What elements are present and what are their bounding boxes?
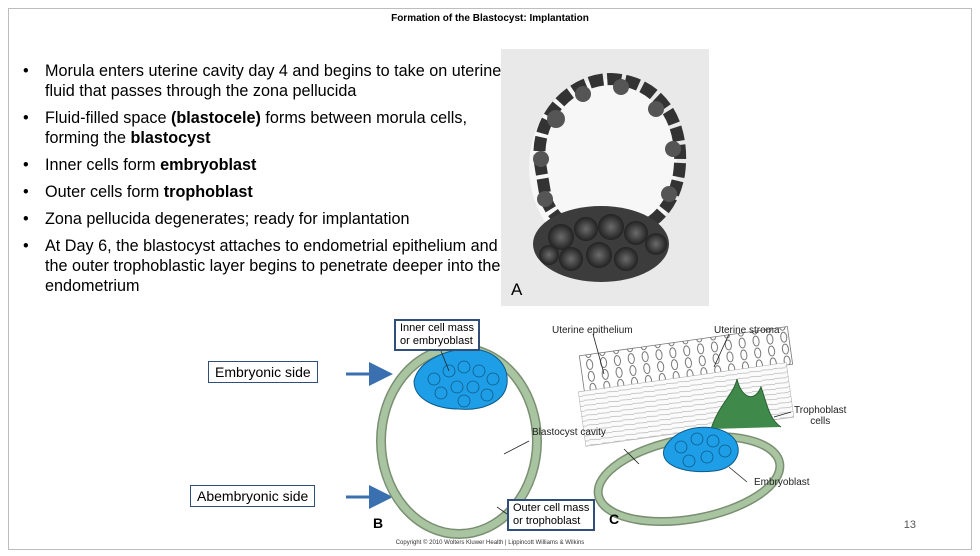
bullet-bold-text: (blastocele) — [170, 109, 261, 127]
bullet-item: Zona pellucida degenerates; ready for im… — [23, 209, 505, 229]
inner-cell-mass-callout: Inner cell mass or embryoblast — [394, 319, 480, 351]
page-number: 13 — [903, 519, 916, 531]
micrograph-image — [501, 49, 709, 306]
bullet-bold-text: embryoblast — [160, 156, 257, 174]
figure-letter-c: C — [609, 511, 620, 527]
bullet-item: Fluid-filled space (blastocele) forms be… — [23, 108, 505, 148]
bullet-text: Fluid-filled space — [45, 109, 171, 127]
embryonic-side-label: Embryonic side — [208, 361, 318, 383]
trophoblast-cells-label: Trophoblast cells — [794, 405, 847, 427]
copyright-text: Copyright © 2010 Wolters Kluwer Health |… — [395, 540, 585, 546]
abembryonic-side-label: Abembryonic side — [190, 485, 316, 507]
figure-letter-b: B — [373, 515, 384, 531]
bullet-text: Outer cells form — [45, 183, 164, 201]
outer-cell-mass-callout: Outer cell mass or trophoblast — [507, 499, 596, 531]
bullet-item: At Day 6, the blastocyst attaches to end… — [23, 236, 505, 296]
bullet-item: Outer cells form trophoblast — [23, 182, 505, 202]
bullet-bold-text: blastocyst — [130, 129, 211, 147]
bullet-list: Morula enters uterine cavity day 4 and b… — [23, 61, 505, 303]
blastocyst-cavity-label: Blastocyst cavity — [532, 427, 606, 438]
bullet-text: Morula enters uterine cavity day 4 and b… — [45, 62, 502, 100]
uterine-epithelium-label: Uterine epithelium — [552, 325, 633, 336]
bullet-bold-text: trophoblast — [163, 183, 253, 201]
bullet-text: Zona pellucida degenerates; ready for im… — [45, 210, 410, 228]
blastocyst-diagram — [346, 326, 795, 539]
slide: Formation of the Blastocyst: Implantatio… — [8, 8, 972, 550]
bullet-text: At Day 6, the blastocyst attaches to end… — [45, 237, 501, 295]
micrograph-photo: A — [501, 49, 709, 306]
bullet-item: Inner cells form embryoblast — [23, 155, 505, 175]
bullet-text: Inner cells form — [45, 156, 161, 174]
slide-title: Formation of the Blastocyst: Implantatio… — [391, 13, 589, 24]
embryoblast-label: Embryoblast — [754, 477, 810, 488]
implantation-c — [577, 326, 795, 527]
uterine-stroma-label: Uterine stroma — [714, 325, 780, 336]
bullet-text: forms between morula cells, forming the — [45, 109, 467, 147]
photo-label-a: A — [511, 280, 523, 299]
blastocyst-b — [376, 343, 542, 539]
bullet-item: Morula enters uterine cavity day 4 and b… — [23, 61, 505, 101]
